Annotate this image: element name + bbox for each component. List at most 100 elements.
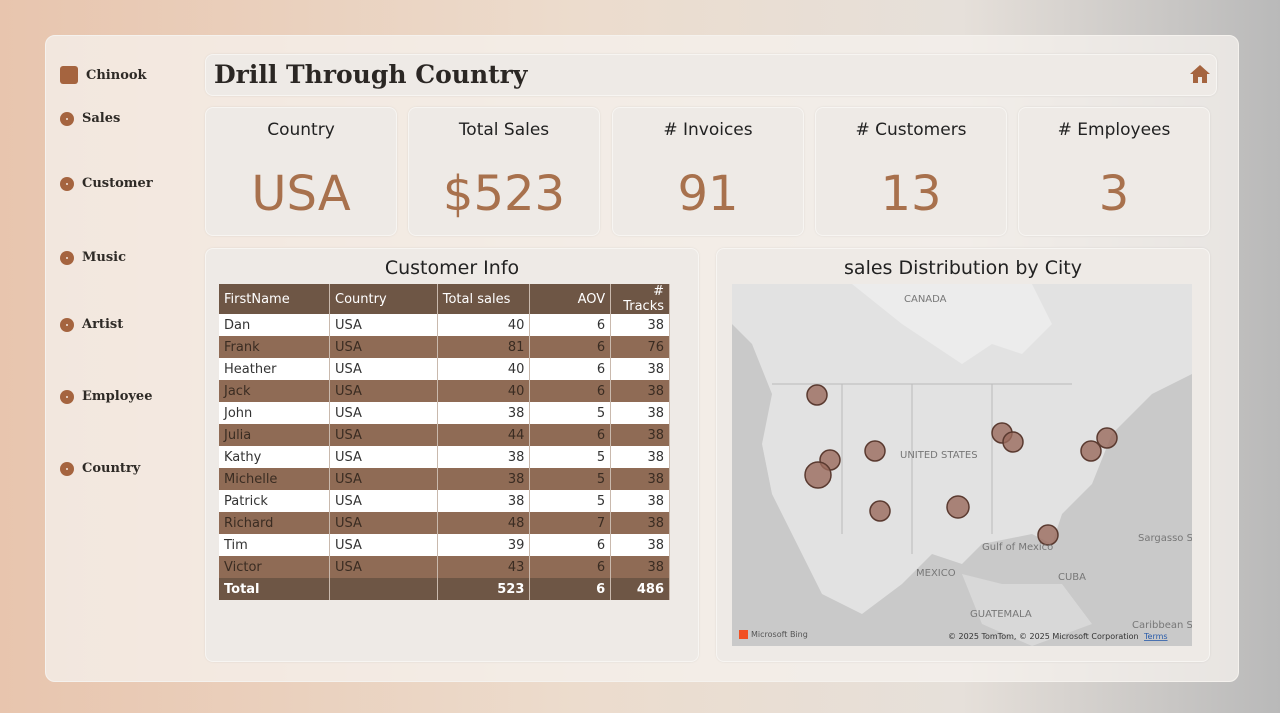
table-cell: 38 [437, 446, 531, 468]
table-row: Richard USA 48 7 38 [219, 512, 670, 534]
column-header[interactable]: AOV [529, 284, 612, 314]
table-row: Julia USA 44 6 38 [219, 424, 670, 446]
table-cell: 40 [437, 314, 531, 336]
nav-item[interactable]: Artist [60, 317, 123, 332]
table-cell: Michelle [219, 468, 331, 490]
table-cell: 6 [529, 358, 612, 380]
table-row: Patrick USA 38 5 38 [219, 490, 670, 512]
table-cell: Victor [219, 556, 331, 578]
table-cell: USA [329, 468, 438, 490]
table-cell: 81 [437, 336, 531, 358]
nav-label: Sales [82, 111, 121, 126]
table-cell: 6 [529, 336, 612, 358]
table-cell: 38 [610, 490, 670, 512]
table-row: Jack USA 40 6 38 [219, 380, 670, 402]
nav-label: Music [82, 250, 127, 265]
kpi-card: # Employees 3 [1018, 107, 1210, 236]
table-title: Customer Info [384, 257, 520, 279]
table-cell: 5 [529, 446, 612, 468]
table-cell: 48 [437, 512, 531, 534]
table-cell: Patrick [219, 490, 331, 512]
table-cell: 38 [610, 424, 670, 446]
map-panel: sales Distribution by City CANADA UNITED … [716, 248, 1210, 662]
table-cell: 6 [529, 556, 612, 578]
map-copyright: © 2025 TomTom, © 2025 Microsoft Corporat… [948, 632, 1139, 641]
table-cell: 6 [529, 314, 612, 336]
column-header[interactable]: # Tracks [610, 284, 670, 314]
table-cell: 40 [437, 380, 531, 402]
nav-item[interactable]: Music [60, 250, 126, 265]
nav-icon [60, 390, 74, 404]
nav-label: Chinook [86, 67, 147, 83]
table-cell: Dan [219, 314, 331, 336]
kpi-label: # Invoices [663, 120, 753, 140]
table-row: Victor USA 43 6 38 [219, 556, 670, 578]
city-bubble[interactable] [1002, 431, 1024, 453]
table-cell: 40 [437, 358, 531, 380]
table-cell: Richard [219, 512, 331, 534]
city-bubble[interactable] [946, 495, 970, 519]
map-label: CANADA [904, 294, 947, 305]
table-cell: 39 [437, 534, 531, 556]
city-bubble[interactable] [1037, 524, 1059, 546]
home-button[interactable] [1189, 64, 1211, 84]
header-row: FirstName Country Total sales AOV # Tracks [219, 284, 670, 314]
table-cell: Julia [219, 424, 331, 446]
city-bubble[interactable] [1096, 427, 1118, 449]
nav-item[interactable]: Country [60, 461, 140, 476]
column-header[interactable]: FirstName [219, 284, 331, 314]
column-header[interactable]: Total sales [437, 284, 531, 314]
nav-item[interactable]: Chinook [60, 66, 147, 84]
nav-item[interactable]: Employee [60, 389, 152, 404]
city-bubble[interactable] [1080, 440, 1102, 462]
city-bubble[interactable] [804, 461, 832, 489]
table-cell: 38 [610, 446, 670, 468]
nav-icon [60, 112, 74, 126]
table-row: Tim USA 39 6 38 [219, 534, 670, 556]
nav-item[interactable]: Customer [60, 176, 153, 191]
city-bubble[interactable] [806, 384, 828, 406]
table-cell: 38 [437, 402, 531, 424]
kpi-label: Country [267, 120, 335, 140]
table-cell: 38 [437, 468, 531, 490]
nav-label: Country [82, 461, 141, 476]
table-row: Dan USA 40 6 38 [219, 314, 670, 336]
city-bubble[interactable] [869, 500, 891, 522]
kpi-value: 13 [880, 166, 942, 222]
map-brand: Microsoft Bing [751, 630, 808, 639]
map-terms[interactable]: Terms [1143, 632, 1168, 641]
nav-label: Customer [82, 176, 153, 191]
table-cell: USA [329, 402, 438, 424]
city-bubble[interactable] [864, 440, 886, 462]
table-cell: John [219, 402, 331, 424]
table-cell: 38 [610, 534, 670, 556]
map[interactable]: CANADA UNITED STATES Gulf of Mexico MEXICO C… [732, 284, 1192, 646]
nav-icon [60, 251, 74, 265]
table-cell: USA [329, 358, 438, 380]
kpi-card: # Customers 13 [815, 107, 1007, 236]
table-cell: 6 [529, 534, 612, 556]
kpi-value: $523 [442, 166, 566, 222]
table-cell: 6 [529, 424, 612, 446]
table-cell: 38 [610, 512, 670, 534]
kpi-value: 3 [1098, 166, 1130, 222]
map-label: GUATEMALA [970, 609, 1032, 620]
column-header[interactable]: Country [329, 284, 438, 314]
table-cell: 7 [529, 512, 612, 534]
table-panel: Customer Info FirstName Country Total sale… [205, 248, 699, 662]
kpi-label: Total Sales [458, 120, 550, 140]
total-cell [329, 578, 438, 600]
table-cell: USA [329, 314, 438, 336]
nav-item[interactable]: Sales [60, 111, 120, 126]
map-title: sales Distribution by City [844, 257, 1082, 279]
total-cell: 6 [529, 578, 612, 600]
table-cell: Frank [219, 336, 331, 358]
table-cell: 43 [437, 556, 531, 578]
table-cell: 38 [610, 380, 670, 402]
table-cell: Jack [219, 380, 331, 402]
nav-icon [60, 462, 74, 476]
table-row: John USA 38 5 38 [219, 402, 670, 424]
table-row: Kathy USA 38 5 38 [219, 446, 670, 468]
nav-icon [60, 177, 74, 191]
table-cell: 5 [529, 468, 612, 490]
